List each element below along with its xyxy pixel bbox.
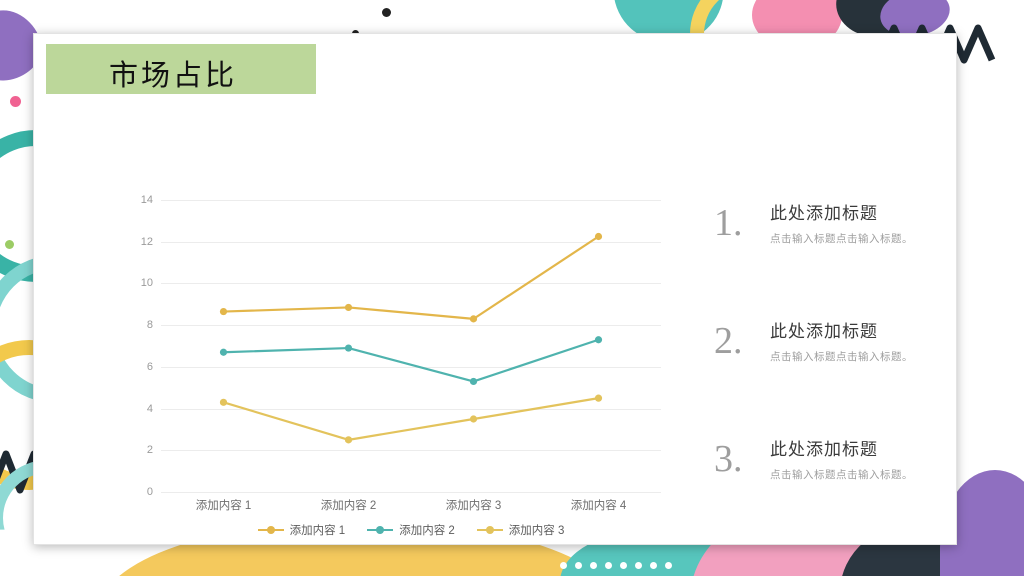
chart-x-tick-label: 添加内容 2 bbox=[320, 500, 377, 512]
legend-swatch-icon bbox=[257, 526, 284, 534]
list-item-desc: 点击输入标题点击输入标题。 bbox=[770, 351, 913, 363]
bullet-list: 1. 此处添加标题 点击输入标题点击输入标题。 2. 此处添加标题 点击输入标题… bbox=[714, 189, 944, 543]
list-item-title: 此处添加标题 bbox=[770, 322, 878, 341]
chart-series-layer bbox=[219, 232, 603, 444]
chart-legend-item[interactable]: 添加内容 2 bbox=[367, 522, 455, 538]
chart-gridline bbox=[161, 492, 661, 493]
chart-gridline bbox=[161, 408, 661, 410]
chart-y-tick-label: 10 bbox=[140, 277, 153, 290]
chart-y-tick-label: 0 bbox=[146, 486, 153, 498]
list-item-number: 2. bbox=[714, 320, 743, 362]
chart-gridline bbox=[161, 366, 661, 368]
list-item[interactable]: 2. 此处添加标题 点击输入标题点击输入标题。 bbox=[714, 307, 944, 425]
chart-x-tick-label: 添加内容 4 bbox=[570, 500, 627, 512]
chart-gridline bbox=[161, 325, 661, 327]
chart-gridline bbox=[161, 241, 661, 243]
list-item-title: 此处添加标题 bbox=[770, 440, 878, 459]
list-item-number: 1. bbox=[714, 202, 743, 244]
chart-legend: 添加内容 1 添加内容 2 添加内容 3 bbox=[161, 522, 661, 538]
legend-swatch-icon bbox=[476, 526, 503, 534]
legend-label: 添加内容 2 bbox=[399, 525, 455, 537]
list-item[interactable]: 1. 此处添加标题 点击输入标题点击输入标题。 bbox=[714, 189, 944, 307]
title-highlight-band bbox=[46, 44, 316, 94]
legend-swatch-icon bbox=[367, 526, 394, 534]
legend-label: 添加内容 1 bbox=[289, 525, 346, 537]
page-title: 市场占比 bbox=[109, 60, 238, 92]
chart-x-tick-label: 添加内容 1 bbox=[195, 500, 252, 512]
list-item-title: 此处添加标题 bbox=[770, 204, 878, 223]
dot-row-decor bbox=[560, 556, 690, 569]
chart-x-axis-labels: 添加内容 1 添加内容 2 添加内容 3 添加内容 4 bbox=[161, 497, 661, 517]
list-item-desc: 点击输入标题点击输入标题。 bbox=[770, 233, 913, 245]
list-item-desc: 点击输入标题点击输入标题。 bbox=[770, 469, 913, 481]
chart-legend-item[interactable]: 添加内容 3 bbox=[476, 522, 565, 538]
line-chart: 0 2 4 6 8 10 12 14 添加内容 1 添加内容 2 添加内容 3 添加内容 4 添加内… bbox=[89, 164, 679, 554]
chart-gridline bbox=[161, 200, 661, 201]
chart-legend-item[interactable]: 添加内容 1 bbox=[257, 522, 346, 538]
chart-x-tick-label: 添加内容 3 bbox=[445, 500, 502, 512]
chart-y-tick-label: 8 bbox=[146, 319, 153, 332]
list-item-number: 3. bbox=[714, 438, 743, 480]
chart-gridline bbox=[161, 450, 661, 452]
chart-y-tick-label: 12 bbox=[140, 235, 153, 248]
chart-y-tick-label: 14 bbox=[140, 194, 153, 206]
black-dot-decor-1 bbox=[382, 8, 391, 17]
chart-y-tick-label: 6 bbox=[146, 360, 153, 373]
list-item[interactable]: 3. 此处添加标题 点击输入标题点击输入标题。 bbox=[714, 425, 944, 543]
chart-y-tick-label: 4 bbox=[146, 402, 153, 415]
chart-y-tick-label: 2 bbox=[146, 444, 153, 457]
chart-plot-area: 0 2 4 6 8 10 12 14 bbox=[141, 194, 661, 498]
chart-gridline bbox=[161, 283, 661, 285]
green-dot-decor bbox=[5, 240, 14, 249]
pink-dot-decor bbox=[10, 96, 21, 107]
legend-label: 添加内容 3 bbox=[508, 525, 565, 537]
